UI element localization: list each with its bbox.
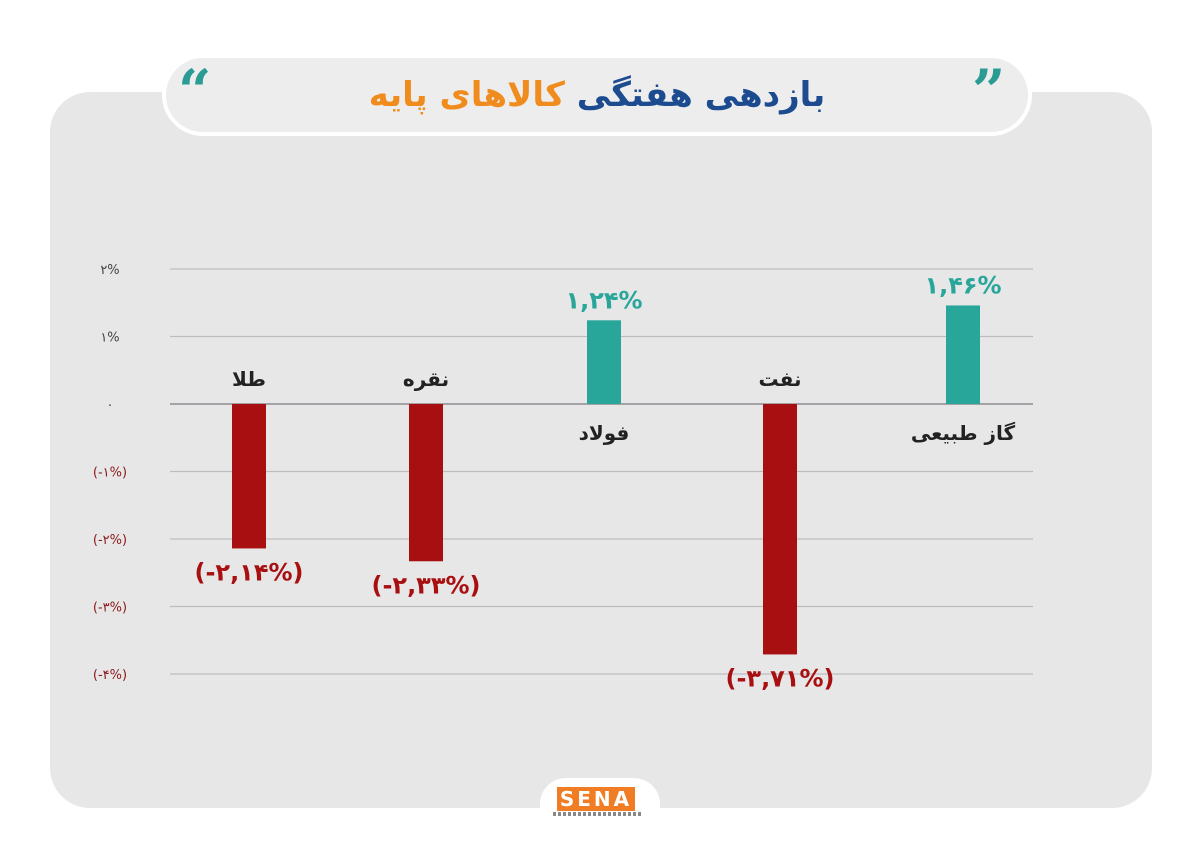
y-tick-label: ۰ xyxy=(107,398,114,413)
bar xyxy=(587,320,621,404)
category-label: نقره xyxy=(403,367,449,391)
data-label: (-۲,۳۳%) xyxy=(371,571,480,599)
y-tick-label: (-۴%) xyxy=(93,668,127,683)
title-part-1: بازدهی هفتگی xyxy=(576,75,826,115)
bar xyxy=(946,305,980,404)
chart-title: بازدهی هفتگی کالاهای پایه xyxy=(369,75,825,115)
labels: طلا (-۲,۱۴%) نقره (-۲,۳۳%) فولاد ۱,۲۴% نفت (-۳,… xyxy=(194,271,1015,692)
category-label: گاز طبیعی xyxy=(911,421,1016,445)
title-banner: بازدهی هفتگی کالاهای پایه xyxy=(162,54,1032,136)
sena-logo: SENA xyxy=(557,787,635,811)
y-tick-label: (-۳%) xyxy=(93,601,127,616)
quote-close-icon: ” xyxy=(972,57,1006,125)
quote-open-icon: “ xyxy=(178,57,212,125)
data-label: (-۳,۷۱%) xyxy=(725,664,834,692)
y-tick-label: (-۲%) xyxy=(93,533,127,548)
data-label: (-۲,۱۴%) xyxy=(194,558,303,586)
bar xyxy=(763,404,797,655)
bar xyxy=(409,404,443,562)
data-label: ۱,۲۴% xyxy=(565,286,642,314)
bar xyxy=(232,404,266,549)
y-tick-label: ۲% xyxy=(100,263,119,278)
bars xyxy=(232,305,980,655)
logo-tagline-icon xyxy=(553,812,643,816)
y-tick-label: (-۱%) xyxy=(93,466,127,481)
title-part-2: کالاهای پایه xyxy=(368,75,565,115)
category-label: فولاد xyxy=(579,421,630,445)
y-tick-label: ۱% xyxy=(100,331,119,346)
category-label: طلا xyxy=(232,367,266,391)
y-axis-ticks: ۲% ۱% ۰ (-۱%) (-۲%) (-۳%) (-۴%) xyxy=(93,263,127,683)
data-label: ۱,۴۶% xyxy=(924,271,1001,299)
category-label: نفت xyxy=(758,367,801,391)
